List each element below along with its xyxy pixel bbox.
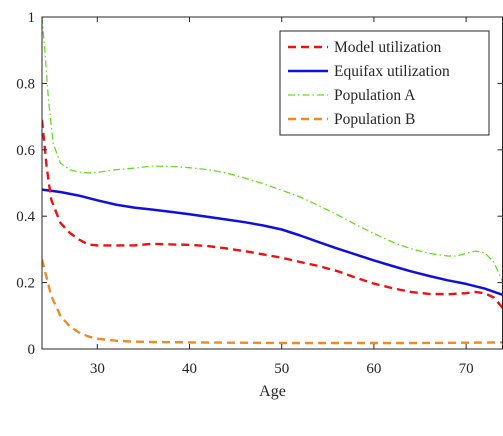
axis-ticks: 30 40 50 60 70 0 0.2 0.4 0.6 0.8 1 <box>16 10 503 377</box>
legend-label-1: Model utilization <box>334 39 441 56</box>
y-tick-label: 1 <box>28 10 36 26</box>
legend-label-2: Equifax utilization <box>334 63 450 80</box>
legend-label-4: Population B <box>334 111 415 128</box>
x-tick-label: 40 <box>182 361 197 377</box>
legend-label-3: Population A <box>334 87 416 104</box>
series-line-3 <box>42 17 503 283</box>
y-tick-label: 0.6 <box>16 143 35 159</box>
legend: Model utilization Equifax utilization Popu… <box>279 30 490 136</box>
x-tick-label: 70 <box>459 361 474 377</box>
series-line-2 <box>42 188 503 297</box>
series-line-4 <box>42 259 503 345</box>
y-tick-label: 0.2 <box>16 276 35 292</box>
x-axis-label: Age <box>259 383 286 400</box>
series-group <box>42 17 503 345</box>
legend-box <box>279 30 490 136</box>
y-tick-label: 0.8 <box>16 76 35 92</box>
plot-area <box>41 16 503 350</box>
y-tick-label: 0 <box>28 342 36 358</box>
series-line-1 <box>42 119 503 309</box>
y-tick-label: 0.4 <box>16 209 35 225</box>
x-tick-label: 50 <box>274 361 289 377</box>
x-tick-label: 30 <box>90 361 105 377</box>
x-tick-label: 60 <box>366 361 381 377</box>
